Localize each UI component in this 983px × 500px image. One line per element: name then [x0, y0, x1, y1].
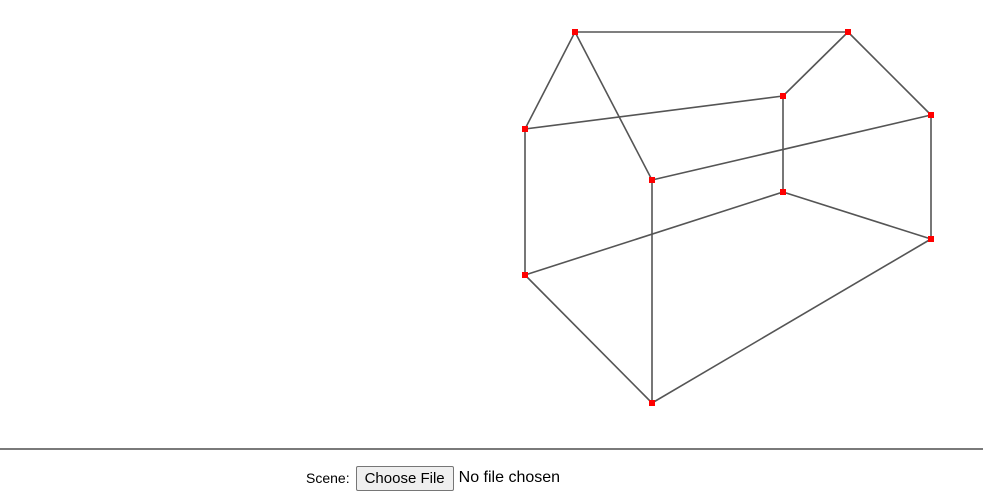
vertex-point [649, 177, 655, 183]
divider [0, 448, 983, 450]
vertex-point [572, 29, 578, 35]
vertex-point [845, 29, 851, 35]
wireframe-edge [651, 114, 932, 181]
wireframe-edge [524, 274, 653, 404]
vertex-point [522, 272, 528, 278]
wireframe-edge [574, 31, 653, 181]
wireframe-edge [524, 31, 576, 130]
file-status-text: No file chosen [458, 469, 561, 486]
wireframe-edge [847, 31, 932, 116]
vertex-point [649, 400, 655, 406]
scene-canvas [522, 29, 934, 406]
vertex-point [928, 112, 934, 118]
vertex-point [780, 93, 786, 99]
wireframe-edge [782, 31, 849, 97]
wireframe-vertices [522, 29, 934, 406]
wireframe-edges [524, 31, 932, 404]
wireframe-edge [782, 191, 932, 240]
vertex-point [928, 236, 934, 242]
scene-file-control: Scene: Choose File No file chosen [306, 465, 560, 491]
choose-file-button[interactable]: Choose File [355, 465, 454, 491]
wireframe-edge [524, 95, 784, 130]
vertex-point [780, 189, 786, 195]
wireframe-edge [651, 238, 932, 404]
wireframe-house [522, 29, 934, 406]
vertex-point [522, 126, 528, 132]
wireframe-edge [524, 191, 784, 276]
scene-label: Scene: [306, 470, 350, 486]
